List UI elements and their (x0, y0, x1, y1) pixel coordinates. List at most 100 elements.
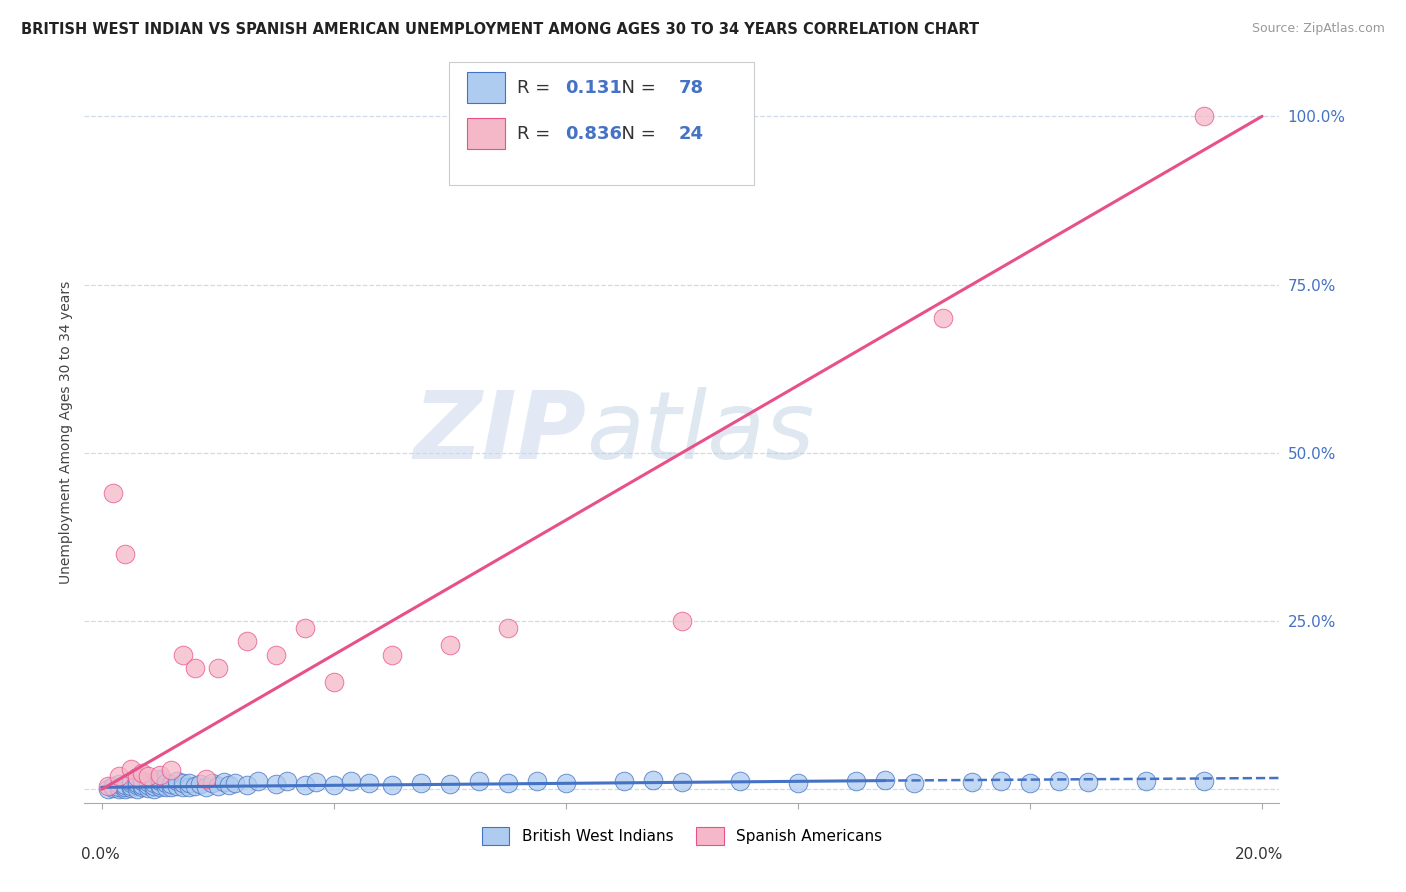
Point (305, 775, 328, 789)
Point (932, 311, 955, 326)
Point (247, 774, 270, 789)
Point (960, 775, 983, 789)
Point (108, 780, 131, 795)
Point (136, 775, 159, 789)
Point (439, 777, 461, 791)
Point (166, 774, 188, 789)
Point (183, 661, 205, 675)
Point (172, 648, 194, 662)
Point (526, 773, 548, 788)
Point (671, 614, 693, 628)
Point (1192, 774, 1215, 789)
Point (1135, 773, 1157, 788)
Text: N =: N = (610, 78, 662, 96)
Y-axis label: Unemployment Among Ages 30 to 34 years: Unemployment Among Ages 30 to 34 years (59, 281, 73, 584)
Point (409, 775, 432, 789)
Point (212, 775, 235, 789)
Point (728, 773, 751, 788)
Point (340, 773, 363, 788)
FancyBboxPatch shape (467, 72, 505, 103)
Point (496, 621, 519, 635)
Point (201, 776, 224, 790)
Point (149, 778, 172, 792)
Point (172, 780, 194, 794)
Point (613, 774, 636, 789)
Point (381, 778, 404, 792)
Point (172, 776, 194, 790)
Point (103, 779, 125, 793)
Point (1047, 774, 1070, 789)
Point (103, 486, 125, 500)
Legend: British West Indians, Spanish Americans: British West Indians, Spanish Americans (475, 821, 889, 851)
Text: Source: ZipAtlas.com: Source: ZipAtlas.com (1251, 22, 1385, 36)
Point (294, 778, 316, 792)
Point (1019, 775, 1042, 789)
Point (468, 774, 491, 789)
Point (195, 772, 218, 787)
Point (190, 777, 212, 791)
Text: N =: N = (610, 125, 662, 143)
Point (120, 776, 142, 790)
Text: 78: 78 (678, 78, 703, 96)
Point (125, 770, 148, 784)
Point (125, 778, 148, 792)
Point (125, 775, 148, 789)
Point (160, 764, 183, 778)
Point (149, 774, 172, 789)
Point (108, 781, 131, 796)
Point (97, 781, 120, 796)
Point (236, 634, 259, 648)
Point (787, 775, 810, 789)
Point (218, 778, 240, 792)
Point (294, 621, 316, 635)
Text: R =: R = (517, 125, 555, 143)
Point (108, 777, 131, 791)
Point (120, 774, 142, 789)
FancyBboxPatch shape (467, 118, 505, 149)
Point (136, 769, 159, 783)
Point (143, 776, 166, 790)
Point (149, 772, 172, 786)
Point (160, 777, 183, 791)
Point (131, 765, 153, 780)
Point (114, 778, 136, 792)
Text: 24: 24 (678, 125, 703, 143)
FancyBboxPatch shape (449, 62, 754, 185)
Point (903, 776, 925, 790)
Point (264, 648, 287, 662)
Text: 0.131: 0.131 (565, 78, 621, 96)
Point (125, 781, 148, 796)
Point (114, 781, 136, 796)
Point (143, 779, 166, 793)
Point (207, 779, 229, 793)
Text: BRITISH WEST INDIAN VS SPANISH AMERICAN UNEMPLOYMENT AMONG AGES 30 TO 34 YEARS C: BRITISH WEST INDIAN VS SPANISH AMERICAN … (21, 22, 979, 37)
Point (641, 772, 664, 787)
Point (120, 780, 142, 795)
Point (136, 778, 159, 792)
Point (177, 780, 200, 795)
Point (160, 780, 183, 795)
Text: 0.836: 0.836 (565, 125, 621, 143)
Point (149, 767, 172, 781)
Point (177, 775, 200, 789)
Text: ZIP: ZIP (413, 386, 586, 479)
Point (224, 775, 246, 789)
Point (166, 779, 188, 793)
Point (236, 778, 259, 792)
Point (97, 779, 120, 793)
Point (108, 769, 131, 783)
Point (149, 780, 172, 795)
Point (357, 776, 380, 790)
Point (207, 661, 229, 675)
Point (276, 773, 298, 788)
Point (990, 773, 1012, 788)
Point (873, 772, 896, 787)
Point (155, 775, 177, 789)
Text: 0.0%: 0.0% (80, 847, 120, 863)
Point (554, 775, 576, 789)
Point (439, 638, 461, 652)
Point (322, 674, 344, 689)
Point (120, 762, 142, 776)
Point (1077, 775, 1099, 789)
Point (136, 780, 159, 795)
